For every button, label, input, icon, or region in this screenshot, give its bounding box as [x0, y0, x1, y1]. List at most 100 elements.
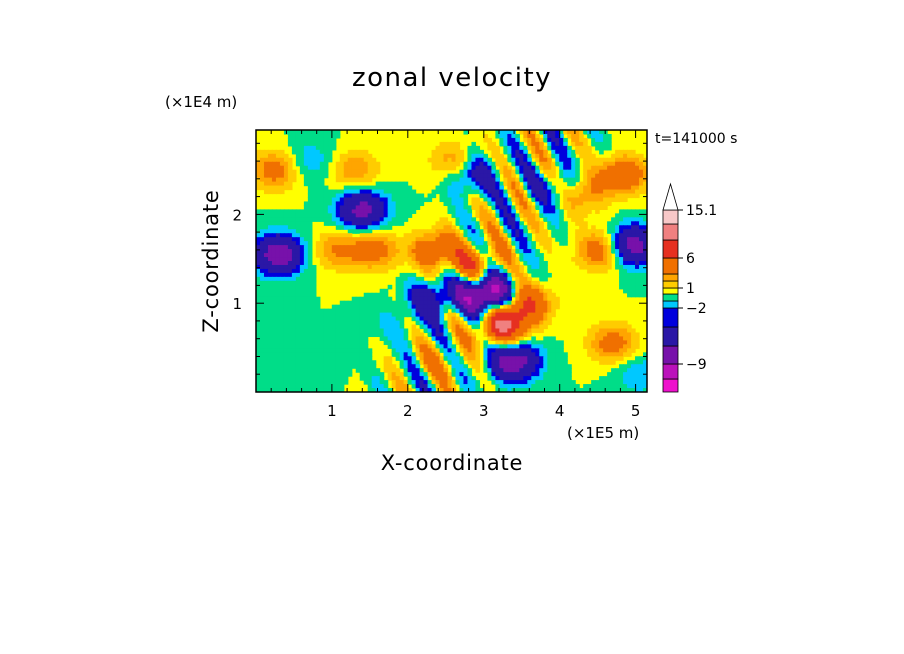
- field-cell: [555, 233, 560, 238]
- field-cell: [519, 149, 524, 155]
- field-cell: [359, 304, 365, 310]
- field-cell: [363, 356, 369, 361]
- field-cell: [399, 376, 405, 381]
- field-cell: [371, 384, 377, 389]
- field-cell: [471, 189, 477, 195]
- field-cell: [319, 384, 325, 389]
- field-cell: [347, 217, 353, 222]
- field-cell: [283, 280, 289, 286]
- field-cell: [563, 229, 568, 234]
- field-cell: [455, 288, 461, 294]
- field-cell: [639, 376, 644, 381]
- field-cell: [491, 213, 496, 218]
- field-cell: [467, 356, 473, 361]
- field-cell: [571, 205, 576, 210]
- field-cell: [587, 233, 592, 238]
- field-cell: [415, 312, 421, 318]
- field-cell: [519, 296, 524, 302]
- field-cell: [263, 272, 269, 278]
- field-cell: [611, 173, 616, 179]
- field-cell: [319, 245, 325, 250]
- field-cell: [267, 237, 273, 242]
- field-cell: [307, 312, 313, 318]
- field-cell: [471, 157, 477, 163]
- field-cell: [515, 169, 520, 175]
- field-cell: [515, 316, 520, 322]
- field-cell: [471, 364, 477, 369]
- field-cell: [479, 268, 485, 274]
- field-cell: [407, 300, 413, 306]
- field-cell: [355, 257, 361, 262]
- field-cell: [435, 320, 441, 326]
- field-cell: [511, 280, 516, 286]
- field-cell: [347, 201, 353, 207]
- field-cell: [507, 316, 512, 322]
- field-cell: [311, 149, 317, 155]
- field-cell: [623, 241, 628, 246]
- field-cell: [515, 308, 520, 314]
- field-cell: [555, 344, 560, 349]
- field-cell: [439, 221, 445, 226]
- field-cell: [379, 384, 385, 389]
- field-cell: [467, 376, 473, 381]
- field-cell: [443, 261, 449, 266]
- field-cell: [583, 384, 588, 389]
- field-cell: [543, 364, 548, 369]
- field-cell: [439, 245, 445, 250]
- field-cell: [299, 141, 305, 147]
- field-cell: [511, 284, 516, 290]
- field-cell: [443, 288, 449, 294]
- field-cell: [363, 197, 369, 203]
- field-cell: [275, 249, 281, 254]
- field-cell: [359, 209, 365, 214]
- field-cell: [503, 276, 508, 282]
- field-cell: [503, 348, 508, 353]
- field-cell: [383, 308, 389, 314]
- field-cell: [403, 336, 409, 341]
- field-cell: [263, 332, 269, 338]
- field-cell: [295, 280, 301, 286]
- field-cell: [271, 225, 277, 230]
- field-cell: [359, 344, 365, 349]
- field-cell: [571, 169, 576, 175]
- field-cell: [275, 253, 281, 258]
- field-cell: [635, 213, 640, 218]
- field-cell: [371, 360, 377, 365]
- field-cell: [503, 300, 508, 306]
- field-cell: [447, 161, 453, 167]
- field-cell: [527, 324, 532, 330]
- field-cell: [487, 173, 492, 179]
- field-cell: [619, 153, 624, 159]
- field-cell: [611, 376, 616, 381]
- field-cell: [351, 157, 357, 163]
- field-cell: [303, 308, 309, 314]
- field-cell: [363, 364, 369, 369]
- field-cell: [363, 257, 369, 262]
- field-cell: [619, 209, 624, 214]
- field-cell: [519, 245, 524, 250]
- field-cell: [407, 360, 413, 365]
- field-cell: [475, 213, 481, 218]
- field-cell: [347, 233, 353, 238]
- field-cell: [256, 288, 261, 294]
- field-cell: [643, 209, 647, 214]
- field-cell: [363, 245, 369, 250]
- field-cell: [595, 157, 600, 163]
- field-cell: [639, 268, 644, 274]
- field-cell: [455, 157, 461, 163]
- field-cell: [543, 292, 548, 298]
- field-cell: [515, 312, 520, 318]
- field-cell: [631, 165, 636, 171]
- field-cell: [447, 340, 453, 345]
- field-cell: [467, 284, 473, 290]
- field-cell: [527, 245, 532, 250]
- field-cell: [291, 288, 297, 294]
- field-cell: [535, 348, 540, 353]
- field-cell: [419, 233, 425, 238]
- field-cell: [435, 336, 441, 341]
- field-cell: [319, 320, 325, 326]
- field-cell: [563, 137, 568, 143]
- field-cell: [599, 173, 604, 179]
- field-cell: [367, 189, 373, 195]
- field-cell: [443, 217, 449, 222]
